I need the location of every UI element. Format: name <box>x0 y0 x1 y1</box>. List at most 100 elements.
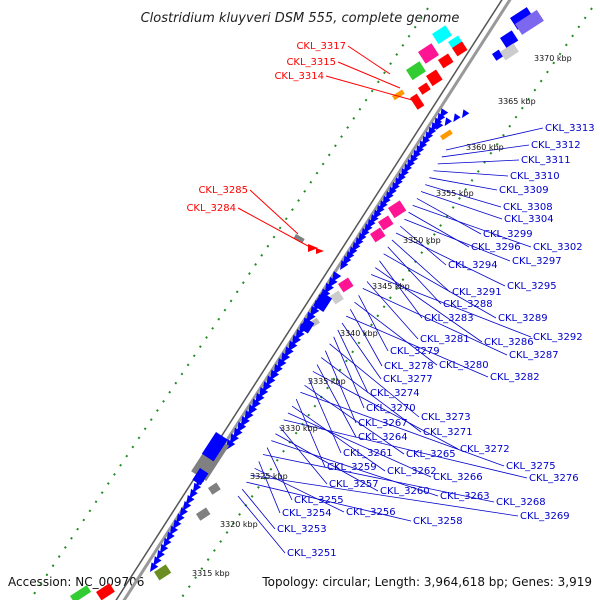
blue-gene-label: CKL_3277 <box>383 374 433 385</box>
reverse-gene-arrow <box>173 519 182 530</box>
gene-feature-gray <box>500 43 519 61</box>
label-leader-line <box>347 45 391 75</box>
label-leader-line <box>379 260 423 319</box>
reverse-gene-arrow <box>266 375 276 387</box>
blue-gene-label: CKL_3295 <box>507 281 557 292</box>
label-leader-line <box>420 191 503 220</box>
reverse-gene-arrow <box>233 427 243 439</box>
reverse-gene-arrow <box>244 410 254 422</box>
blue-gene-label: CKL_3263 <box>440 491 490 502</box>
gene-feature-colored <box>406 61 426 81</box>
gene-feature-colored <box>418 43 440 64</box>
label-leader-line <box>395 232 506 287</box>
blue-gene-label: CKL_3261 <box>343 448 393 459</box>
blue-gene-label: CKL_3297 <box>512 256 562 267</box>
label-leader-line <box>271 440 439 497</box>
blue-gene-label: CKL_3273 <box>421 412 471 423</box>
reverse-gene-arrow <box>310 305 320 317</box>
label-leader-line <box>370 274 532 338</box>
blue-gene-label: CKL_3265 <box>406 449 456 460</box>
reverse-gene-arrow <box>284 346 294 358</box>
gene-feature-red-arrow <box>308 244 318 252</box>
reverse-gene-arrow <box>273 363 283 375</box>
label-leader-line <box>362 288 508 356</box>
kbp-tick-label: 3345 kbp <box>372 282 410 291</box>
label-leader-line <box>341 322 382 380</box>
blue-gene-label: CKL_3283 <box>424 313 474 324</box>
gc-ring-outer <box>29 7 429 600</box>
blue-gene-label: CKL_3253 <box>277 524 327 535</box>
blue-gene-label: CKL_3278 <box>384 361 434 372</box>
blue-gene-label: CKL_3280 <box>439 360 489 371</box>
backbone-inner <box>115 0 503 600</box>
reverse-gene-arrow <box>229 433 239 445</box>
kbp-tick-label: 3365 kbp <box>498 97 536 106</box>
reverse-gene-arrow <box>262 381 272 393</box>
blue-gene-label: CKL_3276 <box>529 473 579 484</box>
label-leader-line <box>399 225 447 266</box>
reverse-gene-arrow <box>324 282 334 294</box>
blue-gene-label: CKL_3257 <box>329 479 379 490</box>
kbp-tick-label: 3360 kbp <box>466 143 504 152</box>
label-leader-line <box>312 371 459 450</box>
gene-feature-colored <box>452 41 468 57</box>
kbp-tick-label: 3320 kbp <box>220 520 258 529</box>
blue-gene-label: CKL_3264 <box>358 432 408 443</box>
gene-feature-block <box>153 564 172 581</box>
red-gene-label: CKL_3284 <box>186 203 236 214</box>
label-leader-line <box>250 474 519 517</box>
gene-feature-block <box>207 482 221 495</box>
reverse-gene-arrow <box>192 482 202 493</box>
gene-feature-colored <box>426 69 443 87</box>
blue-gene-label: CKL_3267 <box>358 418 408 429</box>
reverse-gene-arrow <box>179 507 188 517</box>
gene-feature-block <box>196 507 211 521</box>
label-leader-line <box>283 419 528 479</box>
red-gene-labels: CKL_3317 CKL_3315 CKL_3314 CKL_3285 CKL_3284 <box>186 41 346 214</box>
gene-feature-red-arrow <box>316 248 324 254</box>
gene-feature-colored <box>440 129 453 141</box>
blue-gene-label: CKL_3270 <box>366 403 416 414</box>
blue-gene-label: CKL_3255 <box>294 495 344 506</box>
reverse-gene-arrow <box>159 543 169 554</box>
label-leader-line <box>366 281 419 340</box>
label-leader-line <box>349 308 383 367</box>
label-leader-line <box>387 246 442 305</box>
gene-feature-colored <box>438 53 454 69</box>
label-leader-line <box>300 391 505 467</box>
gene-feature-blue-block <box>299 318 315 334</box>
blue-gene-label: CKL_3311 <box>521 155 571 166</box>
label-leader-line <box>304 384 405 455</box>
blue-gene-label: CKL_3286 <box>484 337 534 348</box>
blue-gene-label: CKL_3282 <box>490 372 540 383</box>
label-leaders <box>237 45 544 554</box>
reverse-gene-arrow <box>277 358 287 369</box>
reverse-gene-arrow <box>182 501 192 511</box>
reverse-gene-arrow <box>255 392 265 404</box>
reverse-gene-arrow <box>166 531 175 542</box>
label-leader-line <box>324 350 357 424</box>
label-leader-line <box>337 329 369 394</box>
red-gene-label: CKL_3317 <box>296 41 346 52</box>
kbp-tick-label: 3340 kbp <box>340 329 378 338</box>
reverse-gene-arrow <box>236 421 247 433</box>
reverse-gene-arrow <box>258 387 269 398</box>
label-leader-line <box>249 189 299 235</box>
blue-gene-label: CKL_3302 <box>533 242 583 253</box>
gene-feature-purple <box>515 9 544 35</box>
label-leader-line <box>320 357 422 433</box>
blue-gene-label: CKL_3310 <box>510 171 560 182</box>
forward-gene-arrow <box>453 113 461 123</box>
blue-gene-label: CKL_3288 <box>443 299 493 310</box>
kbp-tick-label: 3335 kbp <box>308 377 346 386</box>
blue-gene-label: CKL_3304 <box>504 214 554 225</box>
label-leader-line <box>337 61 401 89</box>
reverse-gene-arrow <box>169 525 179 536</box>
gene-feature-block <box>378 215 394 231</box>
blue-gene-label: CKL_3260 <box>380 486 430 497</box>
label-leader-line <box>287 412 432 478</box>
gene-feature-colored <box>409 93 425 110</box>
label-leader-line <box>433 170 509 177</box>
label-leader-line <box>246 481 412 522</box>
